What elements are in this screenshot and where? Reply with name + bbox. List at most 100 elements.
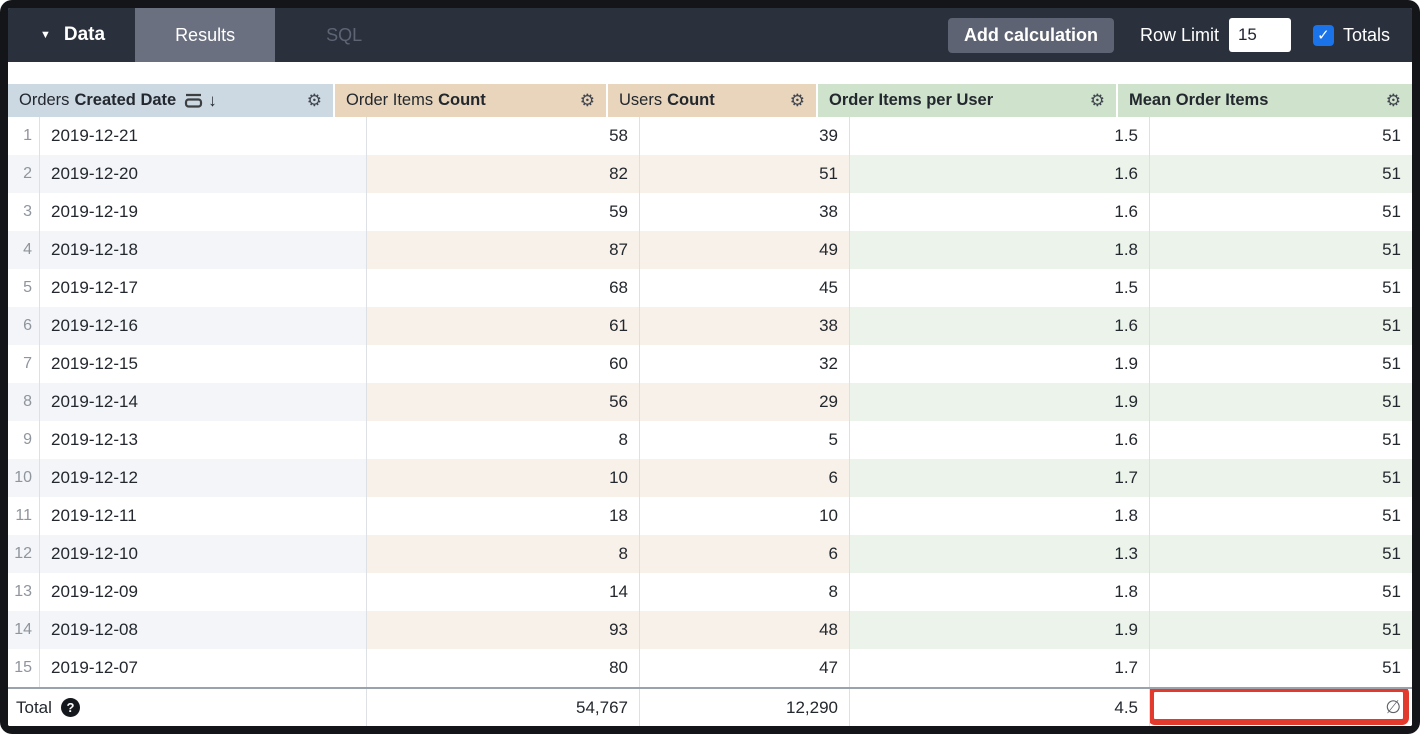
table-row: 8 2019-12-14 56 29 1.9 51 xyxy=(8,383,1412,421)
order-items-per-user-cell[interactable]: 1.6 xyxy=(850,155,1150,193)
order-items-count-cell[interactable]: 58 xyxy=(367,117,640,155)
mean-order-items-cell[interactable]: 51 xyxy=(1382,126,1401,145)
order-items-per-user-cell[interactable]: 1.3 xyxy=(850,535,1150,573)
gear-icon[interactable]: ⚙ xyxy=(1385,90,1401,110)
order-items-count-cell[interactable]: 60 xyxy=(367,345,640,383)
data-section-toggle[interactable]: ▼ Data xyxy=(8,8,135,62)
order-items-per-user-cell[interactable]: 1.8 xyxy=(850,497,1150,535)
order-items-per-user-cell[interactable]: 1.6 xyxy=(850,421,1150,459)
order-items-count-cell[interactable]: 80 xyxy=(367,649,640,687)
mean-order-items-cell[interactable]: 51 xyxy=(1150,231,1412,269)
users-count-cell[interactable]: 29 xyxy=(640,383,850,421)
mean-order-items-cell[interactable]: 51 xyxy=(1150,155,1412,193)
date-cell[interactable]: 2019-12-10 xyxy=(40,535,367,573)
order-items-count-cell[interactable]: 8 xyxy=(367,535,640,573)
date-cell[interactable]: 2019-12-09 xyxy=(40,573,367,611)
total-label: Total xyxy=(16,697,52,717)
order-items-per-user-cell[interactable]: 1.9 xyxy=(850,383,1150,421)
order-items-per-user-cell[interactable]: 1.7 xyxy=(850,649,1150,687)
order-items-per-user-cell[interactable]: 1.6 xyxy=(850,307,1150,345)
order-items-count-cell[interactable]: 82 xyxy=(367,155,640,193)
order-items-count-cell[interactable]: 8 xyxy=(367,421,640,459)
row-limit-input[interactable] xyxy=(1228,18,1291,52)
table-row: 1 2019-12-21 58 39 1.5 51 xyxy=(8,117,1412,155)
order-items-per-user-cell[interactable]: 1.6 xyxy=(850,193,1150,231)
users-count-cell[interactable]: 6 xyxy=(640,535,850,573)
order-items-count-cell[interactable]: 93 xyxy=(367,611,640,649)
order-items-per-user-cell[interactable]: 1.9 xyxy=(850,611,1150,649)
users-count-cell[interactable]: 5 xyxy=(640,421,850,459)
order-items-count-cell[interactable]: 18 xyxy=(367,497,640,535)
date-cell[interactable]: 2019-12-11 xyxy=(40,497,367,535)
date-cell[interactable]: 2019-12-14 xyxy=(40,383,367,421)
users-count-cell[interactable]: 8 xyxy=(640,573,850,611)
order-items-per-user-cell[interactable]: 1.5 xyxy=(850,269,1150,307)
users-count-cell[interactable]: 47 xyxy=(640,649,850,687)
users-count-cell[interactable]: 51 xyxy=(640,155,850,193)
users-count-cell[interactable]: 45 xyxy=(640,269,850,307)
date-cell[interactable]: 2019-12-12 xyxy=(40,459,367,497)
order-items-count-cell[interactable]: 10 xyxy=(367,459,640,497)
date-cell[interactable]: 2019-12-15 xyxy=(40,345,367,383)
order-items-per-user-cell[interactable]: 1.9 xyxy=(850,345,1150,383)
mean-order-items-cell[interactable]: 51 xyxy=(1382,506,1401,525)
users-count-cell[interactable]: 32 xyxy=(640,345,850,383)
mean-order-items-cell[interactable]: 51 xyxy=(1382,278,1401,297)
gear-icon[interactable]: ⚙ xyxy=(1089,90,1105,110)
users-count-cell[interactable]: 38 xyxy=(640,193,850,231)
order-items-count-cell[interactable]: 68 xyxy=(367,269,640,307)
order-items-per-user-cell[interactable]: 1.8 xyxy=(850,231,1150,269)
column-header-users-count[interactable]: Users Count ⚙ xyxy=(608,84,818,117)
date-cell[interactable]: 2019-12-08 xyxy=(40,611,367,649)
total-order-items-count[interactable]: 54,767 xyxy=(367,689,640,726)
toolbar-table-gap xyxy=(8,62,1412,84)
total-order-items-per-user[interactable]: 4.5 xyxy=(850,689,1150,726)
users-count-cell[interactable]: 48 xyxy=(640,611,850,649)
order-items-count-cell[interactable]: 87 xyxy=(367,231,640,269)
add-calculation-button[interactable]: Add calculation xyxy=(947,17,1114,53)
tab-results[interactable]: Results xyxy=(135,8,276,62)
mean-order-items-cell[interactable]: 51 xyxy=(1382,354,1401,373)
mean-order-items-cell[interactable]: 51 xyxy=(1382,430,1401,449)
users-count-cell[interactable]: 38 xyxy=(640,307,850,345)
mean-order-items-cell[interactable]: 51 xyxy=(1150,459,1412,497)
order-items-count-cell[interactable]: 14 xyxy=(367,573,640,611)
total-users-count[interactable]: 12,290 xyxy=(640,689,850,726)
order-items-per-user-cell[interactable]: 1.8 xyxy=(850,573,1150,611)
order-items-per-user-cell[interactable]: 1.7 xyxy=(850,459,1150,497)
totals-checkbox[interactable]: ✓ xyxy=(1312,24,1334,46)
date-cell[interactable]: 2019-12-19 xyxy=(40,193,367,231)
mean-order-items-cell[interactable]: 51 xyxy=(1150,611,1412,649)
gear-icon[interactable]: ⚙ xyxy=(306,90,322,110)
order-items-per-user-cell[interactable]: 1.5 xyxy=(850,117,1150,155)
mean-order-items-cell[interactable]: 51 xyxy=(1150,307,1412,345)
users-count-cell[interactable]: 49 xyxy=(640,231,850,269)
order-items-count-cell[interactable]: 59 xyxy=(367,193,640,231)
mean-order-items-cell[interactable]: 51 xyxy=(1382,658,1401,677)
order-items-count-cell[interactable]: 61 xyxy=(367,307,640,345)
mean-order-items-cell[interactable]: 51 xyxy=(1150,535,1412,573)
column-header-order-items-count[interactable]: Order Items Count ⚙ xyxy=(335,84,608,117)
date-cell[interactable]: 2019-12-18 xyxy=(40,231,367,269)
date-cell[interactable]: 2019-12-07 xyxy=(40,649,367,687)
table-row: 5 2019-12-17 68 45 1.5 51 xyxy=(8,269,1412,307)
users-count-cell[interactable]: 10 xyxy=(640,497,850,535)
date-cell[interactable]: 2019-12-20 xyxy=(40,155,367,193)
help-icon[interactable]: ? xyxy=(60,698,80,717)
column-header-order-items-per-user[interactable]: Order Items per User ⚙ xyxy=(818,84,1118,117)
gear-icon[interactable]: ⚙ xyxy=(579,90,595,110)
column-header-orders-created-date[interactable]: Orders Created Date ↓ ⚙ xyxy=(8,84,335,117)
date-cell[interactable]: 2019-12-17 xyxy=(40,269,367,307)
order-items-count-cell[interactable]: 56 xyxy=(367,383,640,421)
users-count-cell[interactable]: 39 xyxy=(640,117,850,155)
users-count-cell[interactable]: 6 xyxy=(640,459,850,497)
mean-order-items-cell[interactable]: 51 xyxy=(1150,383,1412,421)
date-cell[interactable]: 2019-12-13 xyxy=(40,421,367,459)
mean-order-items-cell[interactable]: 51 xyxy=(1382,202,1401,221)
tab-sql[interactable]: SQL xyxy=(326,24,363,45)
gear-icon[interactable]: ⚙ xyxy=(789,90,805,110)
mean-order-items-cell[interactable]: 51 xyxy=(1382,582,1401,601)
date-cell[interactable]: 2019-12-21 xyxy=(40,117,367,155)
date-cell[interactable]: 2019-12-16 xyxy=(40,307,367,345)
column-header-mean-order-items[interactable]: Mean Order Items ⚙ xyxy=(1118,84,1412,117)
